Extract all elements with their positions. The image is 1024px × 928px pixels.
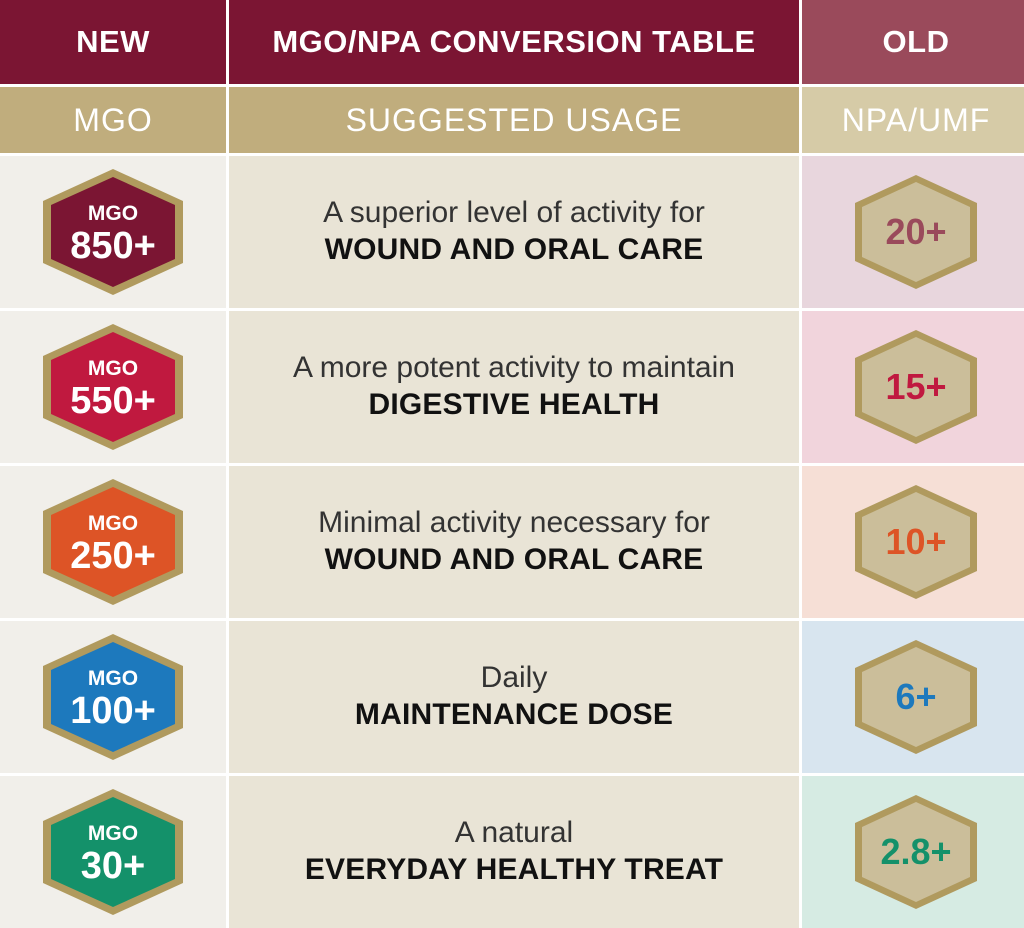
header-new: NEW <box>0 0 226 84</box>
npa-value: 10+ <box>885 521 947 562</box>
mgo-badge-label: MGO <box>87 202 139 225</box>
mgo-value: 550+ <box>70 380 156 422</box>
npa-badge: 20+ <box>851 172 981 292</box>
npa-badge: 10+ <box>851 482 981 602</box>
mgo-value: 30+ <box>80 845 146 887</box>
usage-cell-4: A natural EVERYDAY HEALTHY TREAT <box>229 776 799 928</box>
usage-highlight: EVERYDAY HEALTHY TREAT <box>304 853 724 886</box>
mgo-badge: MGO 100+ <box>40 631 186 763</box>
usage-description: A more potent activity to maintain <box>293 351 735 384</box>
mgo-badge: MGO 30+ <box>40 786 186 918</box>
subheader-npa: NPA/UMF <box>802 87 1024 153</box>
npa-value: 15+ <box>885 366 947 407</box>
mgo-badge-label: MGO <box>87 667 139 690</box>
npa-value: 2.8+ <box>880 831 952 872</box>
hexagon-badge-icon <box>43 634 183 760</box>
usage-cell-3: Daily MAINTENANCE DOSE <box>229 621 799 773</box>
subheader-mgo: MGO <box>0 87 226 153</box>
mgo-cell-1: MGO 550+ <box>0 311 226 463</box>
mgo-value: 850+ <box>70 225 156 267</box>
usage-cell-0: A superior level of activity for WOUND A… <box>229 156 799 308</box>
npa-value: 20+ <box>885 211 947 252</box>
hexagon-badge-icon <box>855 640 977 754</box>
hexagon-badge-icon <box>855 330 977 444</box>
npa-cell-1: 15+ <box>802 311 1024 463</box>
usage-highlight: MAINTENANCE DOSE <box>354 698 674 731</box>
mgo-badge: MGO 250+ <box>40 476 186 608</box>
mgo-cell-2: MGO 250+ <box>0 466 226 618</box>
npa-badge: 6+ <box>851 637 981 757</box>
hexagon-badge-icon <box>43 324 183 450</box>
npa-cell-2: 10+ <box>802 466 1024 618</box>
usage-cell-1: A more potent activity to maintain DIGES… <box>229 311 799 463</box>
usage-highlight: WOUND AND ORAL CARE <box>324 233 704 266</box>
npa-cell-4: 2.8+ <box>802 776 1024 928</box>
hexagon-badge-icon <box>855 175 977 289</box>
mgo-cell-3: MGO 100+ <box>0 621 226 773</box>
mgo-badge-label: MGO <box>87 512 139 535</box>
mgo-cell-0: MGO 850+ <box>0 156 226 308</box>
usage-description: A natural <box>454 816 574 849</box>
usage-description: Daily <box>480 661 548 694</box>
subheader-usage: SUGGESTED USAGE <box>229 87 799 153</box>
mgo-badge-label: MGO <box>87 822 139 845</box>
mgo-badge: MGO 850+ <box>40 166 186 298</box>
npa-cell-0: 20+ <box>802 156 1024 308</box>
hexagon-badge-icon <box>855 485 977 599</box>
npa-badge: 2.8+ <box>851 792 981 912</box>
hexagon-badge-icon <box>43 479 183 605</box>
usage-description: A superior level of activity for <box>323 196 705 229</box>
hexagon-badge-icon <box>855 795 977 909</box>
usage-highlight: WOUND AND ORAL CARE <box>324 543 704 576</box>
page-title: MGO/NPA CONVERSION TABLE <box>229 0 799 84</box>
mgo-cell-4: MGO 30+ <box>0 776 226 928</box>
npa-badge: 15+ <box>851 327 981 447</box>
hexagon-badge-icon <box>43 169 183 295</box>
mgo-value: 250+ <box>70 535 156 577</box>
usage-highlight: DIGESTIVE HEALTH <box>368 388 660 421</box>
hexagon-badge-icon <box>43 789 183 915</box>
mgo-value: 100+ <box>70 690 156 732</box>
mgo-badge-label: MGO <box>87 357 139 380</box>
mgo-badge: MGO 550+ <box>40 321 186 453</box>
npa-value: 6+ <box>895 676 937 717</box>
header-old: OLD <box>802 0 1024 84</box>
usage-cell-2: Minimal activity necessary for WOUND AND… <box>229 466 799 618</box>
npa-cell-3: 6+ <box>802 621 1024 773</box>
usage-description: Minimal activity necessary for <box>318 506 710 539</box>
